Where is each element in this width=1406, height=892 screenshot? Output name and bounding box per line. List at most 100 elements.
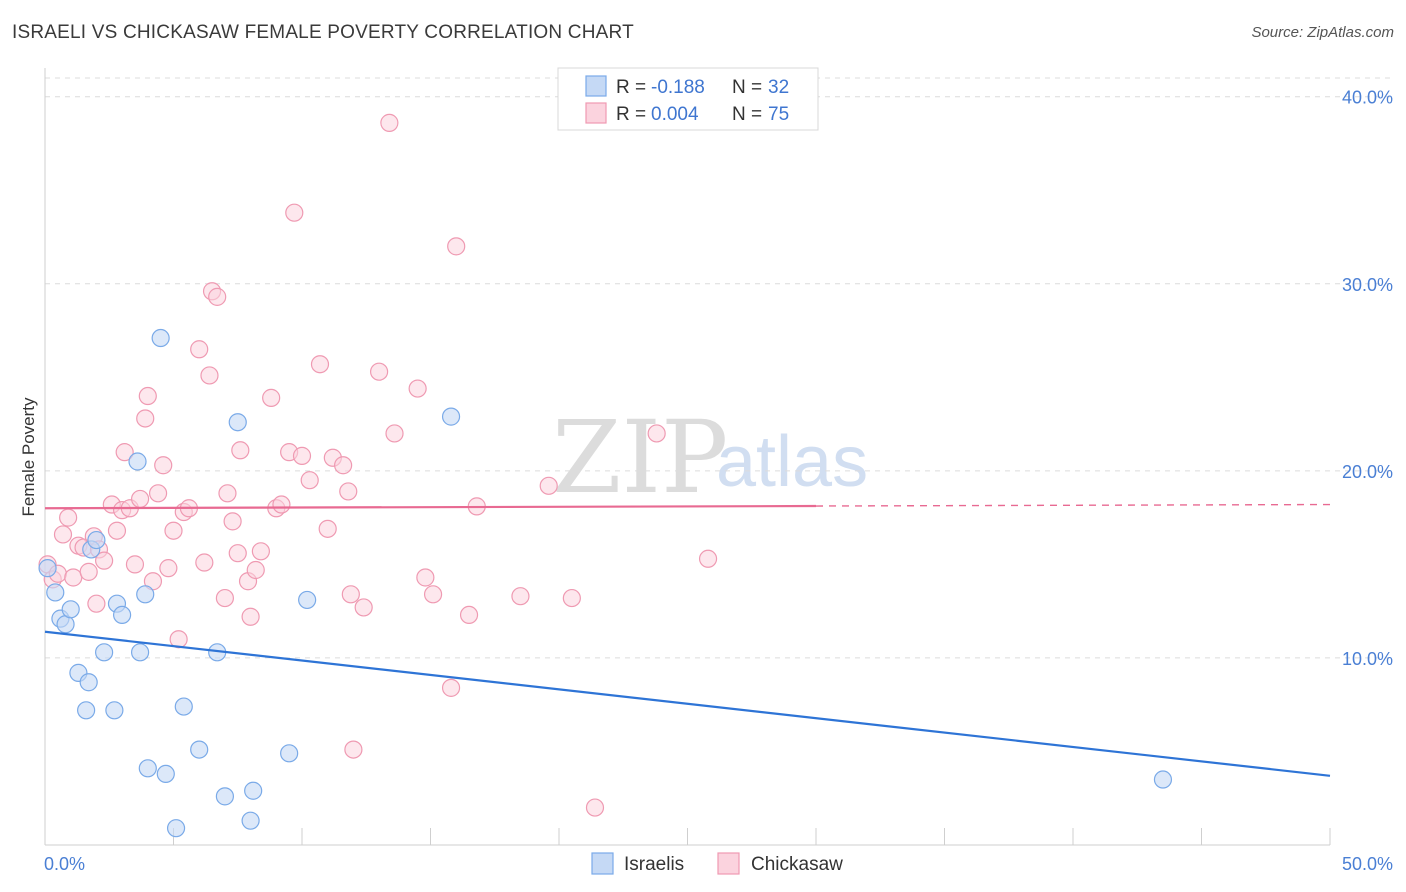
chickasaw-point [285,203,304,222]
chickasaw-point [698,549,718,568]
chickasaw-point [647,424,666,443]
y-tick-label-2: 30.0% [1342,275,1393,295]
chickasaw-point [115,443,134,462]
bottom-legend-israelis-label: Israelis [624,854,684,875]
chickasaw-point [341,585,360,604]
chickasaw-point [459,605,479,625]
israelis-point [112,605,132,625]
chickasaw-point [136,409,155,428]
bottom-legend-chickasaw-label: Chickasaw [751,854,843,875]
chickasaw-point [251,542,270,561]
y-tick-label-3: 40.0% [1342,88,1393,108]
chickasaw-point [246,560,265,580]
chickasaw-point [107,521,127,540]
legend-israelis-swatch [585,75,607,97]
israelis-point [280,744,299,763]
chickasaw-point [223,512,242,531]
watermark-zip: ZIP [552,399,728,516]
chickasaw-point [370,362,389,381]
chickasaw-point [87,594,106,613]
chart-source: Source: ZipAtlas.com [1251,24,1394,41]
israelis-point [46,583,65,602]
legend-chickasaw-n-label: N = [732,104,762,125]
israelis-point [87,530,106,550]
legend-chickasaw-swatch [585,102,607,124]
watermark-atlas: atlas [716,422,868,502]
chickasaw-point [408,379,427,398]
chickasaw-point [228,544,247,563]
israelis-point [166,819,186,838]
axes [44,68,1331,846]
chickasaw-point [125,555,145,574]
chickasaw-point [539,476,558,495]
israelis-point [215,787,234,806]
israelis-point [244,781,263,800]
chickasaw-point [441,678,461,697]
bottom-legend-chickasaw-swatch [717,852,740,875]
israelis-point [156,764,175,784]
chickasaw-point [585,798,605,817]
chickasaw-point [218,484,237,503]
israelis-point [105,701,124,720]
chickasaw-point [130,489,150,509]
israelis-point [38,559,57,578]
chickasaw-point [562,588,581,608]
chickasaw-point [318,519,337,538]
israelis-point [128,452,147,471]
israelis-point [174,697,193,716]
chickasaw-point [195,553,214,572]
legend-israelis-r-label: R = [616,77,646,98]
watermark: ZIP atlas [552,399,868,516]
chickasaw-point [272,495,291,514]
chickasaw-point [138,386,157,406]
israelis-point [79,673,98,692]
chickasaw-point [447,237,466,256]
chickasaw-point [215,588,234,608]
y-tick-label-0: 10.0% [1342,649,1393,669]
chart-title: ISRAELI VS CHICKASAW FEMALE POVERTY CORR… [12,22,634,43]
chickasaw-point [310,355,330,374]
chickasaw-point [385,424,404,443]
israelis-point [151,328,170,348]
chickasaw-point [334,456,353,475]
israelis-point [1153,770,1173,789]
legend-israelis-r-value: -0.188 [651,77,705,98]
chickasaw-trend-line-extension [815,503,1331,507]
bottom-legend-israelis-swatch [591,852,614,875]
chickasaw-point [95,551,114,570]
legend-chickasaw-r-label: R = [616,104,646,125]
trend-lines [44,503,1331,777]
x-tick-label-1: 50.0% [1342,854,1393,874]
chickasaw-point [339,482,358,501]
chickasaw-point [344,740,363,759]
israelis-points [38,328,1173,838]
chickasaw-point [208,287,227,306]
israelis-trend-line [44,630,1331,777]
x-tick-labels: 0.0% 50.0% [44,854,1393,874]
chickasaw-point [416,568,435,587]
legend-israelis-n-label: N = [732,77,762,98]
y-axis-label: Female Poverty [19,397,38,517]
chickasaw-trend-line [44,504,817,510]
chickasaw-point [148,484,168,503]
chickasaw-point [380,113,399,132]
israelis-point [136,585,155,604]
chickasaw-point [59,508,78,527]
chickasaw-point [262,388,281,407]
chickasaw-point [231,441,250,460]
israelis-point [130,643,150,662]
legend-israelis-n-value: 32 [768,77,789,98]
israelis-point [298,590,317,610]
chickasaw-point [200,366,219,385]
y-tick-labels: 10.0% 20.0% 30.0% 40.0% [1342,88,1393,669]
chickasaw-point [79,562,98,581]
israelis-point [138,759,157,778]
israelis-point [95,643,114,662]
chickasaw-point [300,471,319,490]
israelis-point [61,600,80,619]
israelis-point [228,413,247,432]
chickasaw-point [190,340,209,359]
israelis-point [441,407,461,426]
chickasaw-point [354,598,373,617]
